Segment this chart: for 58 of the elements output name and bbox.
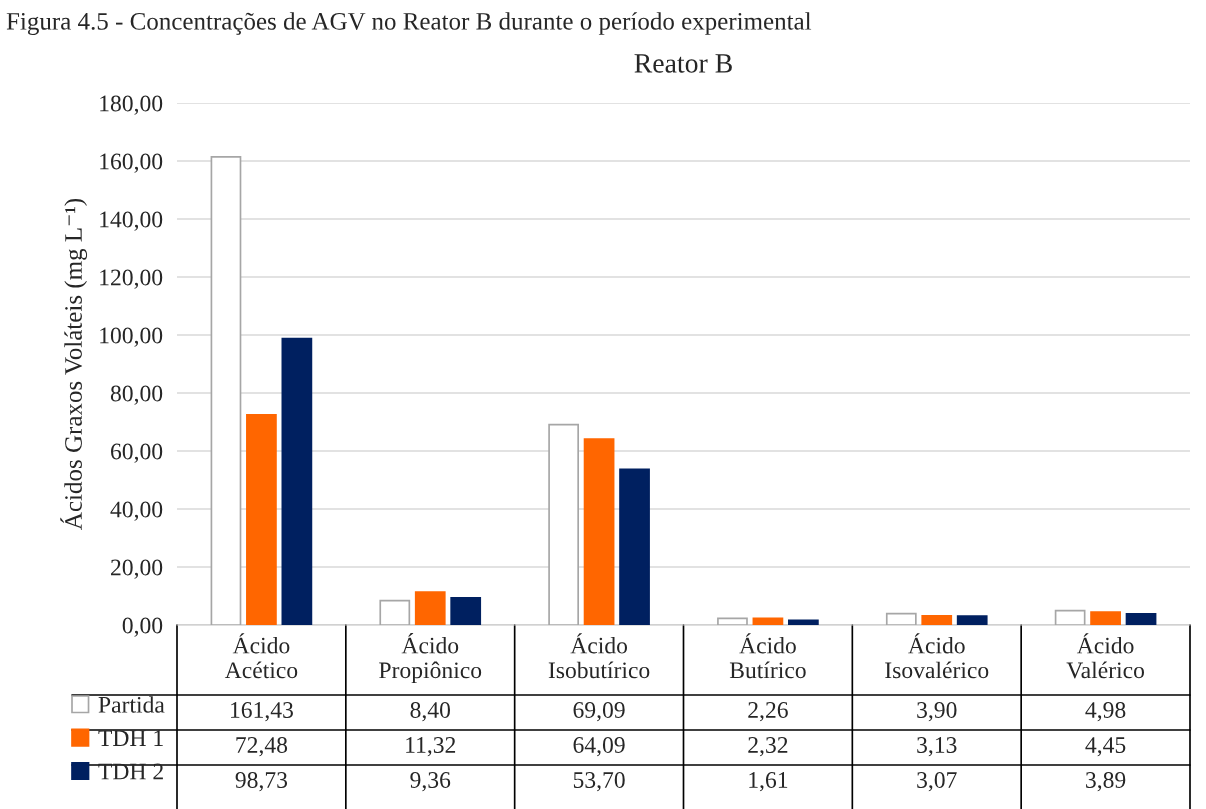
- bar: [414, 591, 446, 625]
- legend-label: TDH 2: [98, 763, 163, 780]
- x-tick-label: Ácido Isobutírico: [548, 633, 650, 679]
- y-tick-label: 0,00: [122, 617, 163, 637]
- bar: [1090, 611, 1121, 625]
- legend-label: Partida: [98, 696, 165, 713]
- bar: [885, 612, 917, 625]
- bar: [921, 615, 953, 625]
- bar: [1125, 612, 1157, 625]
- x-tick-label: Ácido Acético: [224, 633, 298, 679]
- text: Figura 4.5 - Concentrações de AGV no Reator B durante o período experimental: [6, 12, 812, 35]
- y-axis-title: Ácidos Graxos Voláteis (mg L⁻¹): [60, 198, 88, 530]
- bar: [281, 337, 313, 625]
- bar: [1054, 609, 1086, 625]
- bar: [956, 615, 988, 625]
- data-label: 1,61: [749, 772, 788, 792]
- y-tick-label: 100,00: [100, 327, 163, 347]
- data-label: 3,13: [917, 737, 957, 757]
- x-tick-label: Ácido Isovalérico: [885, 633, 989, 679]
- y-tick-label: 80,00: [110, 385, 163, 405]
- data-label: 64,09: [573, 736, 625, 757]
- bar: [450, 597, 482, 625]
- x-tick-label: Ácido Valérico: [1066, 633, 1145, 679]
- bar: [788, 619, 819, 625]
- legend-label: TDH 1: [98, 730, 163, 746]
- bar: [379, 599, 411, 625]
- bar: [619, 468, 650, 625]
- data-label: 53,70: [573, 771, 625, 792]
- x-tick-label: Ácido Butírico: [729, 633, 806, 679]
- x-tick-label: Ácido Propiônico: [379, 633, 482, 684]
- data-label: 3,90: [917, 701, 957, 722]
- bar: [210, 156, 242, 625]
- data-label: 4,45: [1085, 737, 1126, 757]
- data-label: 11,32: [406, 737, 456, 757]
- data-label: 8,40: [410, 701, 451, 722]
- y-tick-label: 120,00: [100, 269, 163, 289]
- data-label: 3,07: [917, 771, 957, 792]
- y-tick-label: 160,00: [100, 153, 163, 173]
- y-tick-label: 60,00: [111, 443, 163, 463]
- data-label: 69,09: [573, 701, 625, 722]
- data-label: 161,43: [231, 702, 293, 722]
- data-label: 4,98: [1085, 701, 1126, 722]
- data-label: 9,36: [410, 772, 451, 792]
- y-tick-label: 20,00: [111, 559, 163, 579]
- data-label: 98,73: [235, 771, 288, 792]
- y-tick-label: 40,00: [110, 501, 163, 521]
- y-tick-label: 180,00: [100, 95, 163, 115]
- data-label: 2,32: [748, 737, 788, 757]
- bar: [717, 617, 748, 625]
- y-tick-label: 140,00: [100, 211, 163, 231]
- data-label: 2,26: [748, 702, 788, 722]
- bar: [548, 423, 579, 625]
- bar: [752, 617, 784, 625]
- data-label: 72,48: [236, 736, 288, 757]
- bar: [246, 413, 277, 625]
- data-label: 3,89: [1086, 771, 1126, 792]
- bar: [583, 438, 615, 625]
- chart-title: Reator B: [634, 54, 732, 73]
